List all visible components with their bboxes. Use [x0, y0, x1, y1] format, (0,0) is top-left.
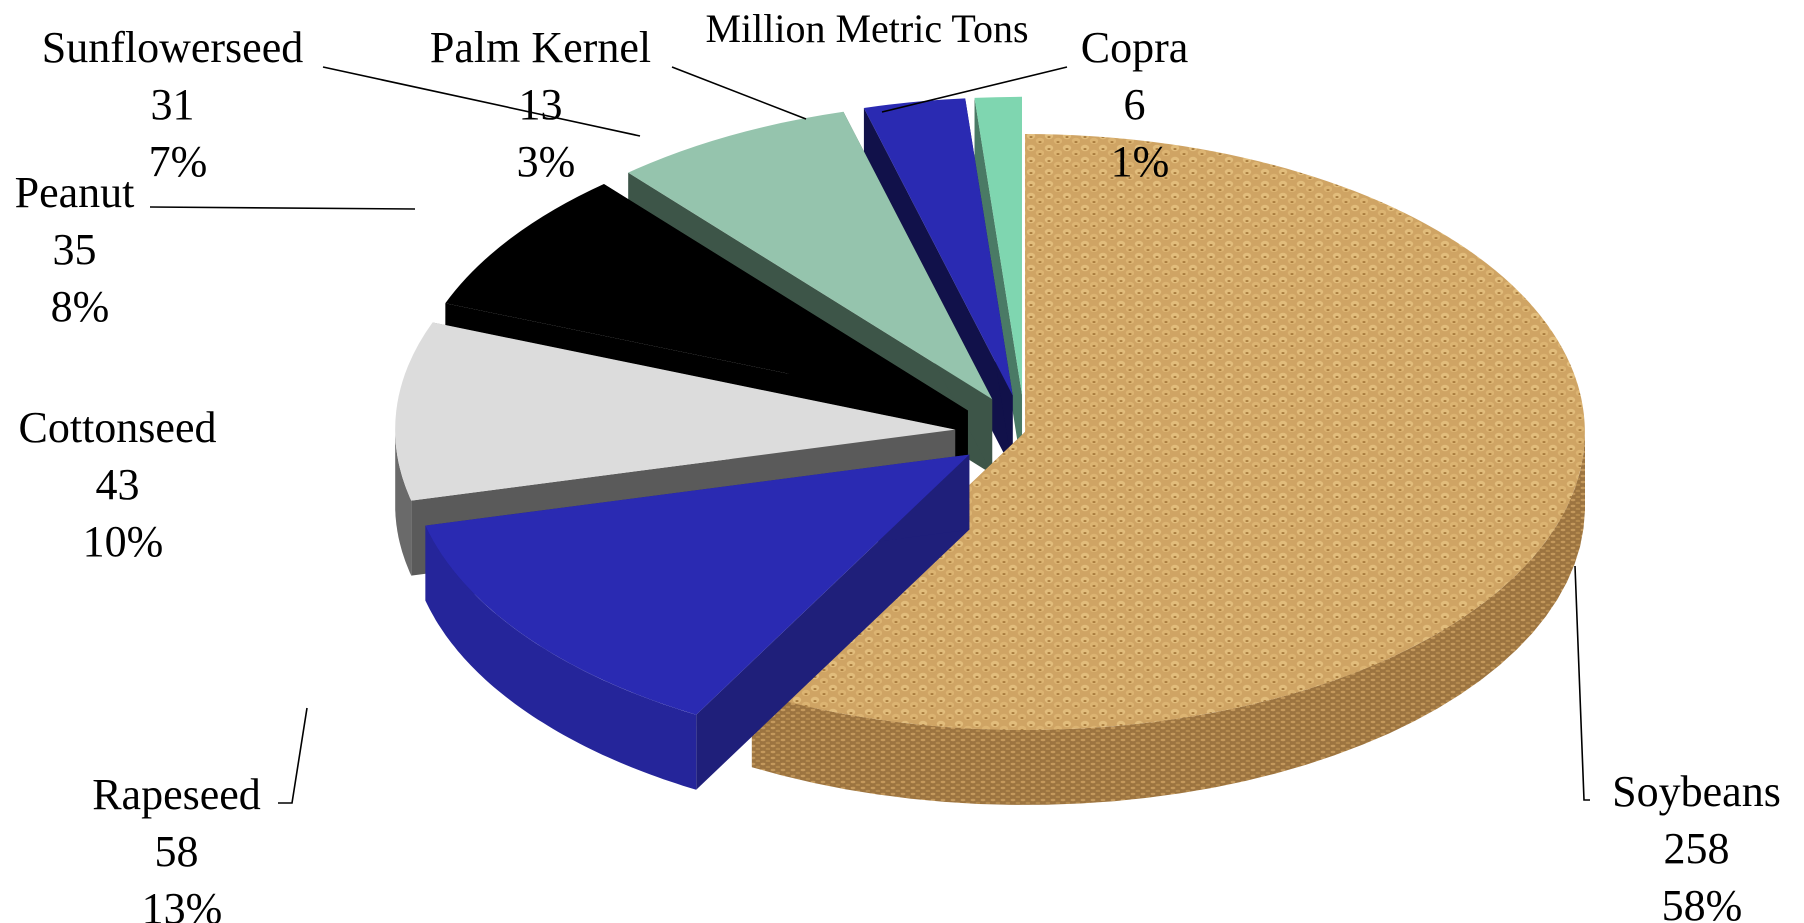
slice-top-rapeseed — [425, 454, 970, 715]
leader-line-copra — [881, 66, 1068, 113]
label-cottonseed-value: 43 — [96, 460, 140, 509]
slice-rapeseed — [425, 454, 970, 790]
chart-title: Million Metric Tons — [705, 6, 1028, 51]
leader-line-rapeseed — [278, 707, 308, 804]
slice-top-peanut — [445, 184, 968, 411]
label-rapeseed: Rapeseed 58 13% — [92, 770, 272, 923]
label-peanut-value: 35 — [53, 225, 97, 274]
label-peanut-percent: 8% — [51, 282, 110, 331]
slice-top-sunflowerseed — [628, 111, 993, 400]
label-rapeseed-value: 58 — [155, 827, 199, 876]
slice-side-soybeans-0 — [751, 435, 1585, 805]
label-rapeseed-name: Rapeseed — [92, 770, 261, 819]
label-soybeans-value: 258 — [1664, 824, 1730, 873]
slice-top-copra — [974, 96, 1023, 395]
label-cottonseed-name: Cottonseed — [19, 403, 217, 452]
slice-top-cottonseed — [395, 322, 956, 501]
label-copra-percent: 1% — [1111, 137, 1170, 186]
label-peanut-name: Peanut — [15, 168, 135, 217]
leader-line-soybeans — [1574, 565, 1590, 801]
slice-side-rapeseed-0 — [425, 525, 697, 790]
label-sunflowerseed-name: Sunflowerseed — [42, 23, 304, 72]
leader-lines — [149, 66, 1590, 804]
label-copra-name: Copra — [1081, 23, 1189, 72]
label-rapeseed-percent: 13% — [142, 884, 223, 923]
slice-wall-copra-start — [974, 97, 1023, 470]
slice-side-cottonseed-0 — [395, 431, 412, 576]
label-cottonseed: Cottonseed 43 10% — [19, 403, 228, 566]
label-palm-kernel: Palm Kernel 13 3% — [430, 23, 662, 186]
label-sunflowerseed: Sunflowerseed 31 7% — [42, 23, 315, 186]
pie-slices — [395, 96, 1585, 805]
label-palm-kernel-percent: 3% — [517, 137, 576, 186]
leader-line-palm-kernel — [671, 66, 807, 120]
label-soybeans-percent: 58% — [1662, 881, 1743, 923]
leader-line-peanut — [149, 206, 416, 210]
label-soybeans-name: Soybeans — [1612, 767, 1781, 816]
label-palm-kernel-value: 13 — [519, 80, 563, 129]
label-copra: Copra 6 1% — [1081, 23, 1200, 186]
label-cottonseed-percent: 10% — [83, 517, 164, 566]
label-soybeans: Soybeans 258 58% — [1612, 767, 1792, 923]
slice-top-palm-kernel — [863, 98, 1013, 396]
slice-copra — [974, 96, 1023, 470]
data-labels: Sunflowerseed 31 7% Palm Kernel 13 3% Co… — [15, 23, 1792, 923]
slice-top-soybeans — [751, 134, 1585, 731]
label-copra-value: 6 — [1124, 80, 1146, 129]
label-peanut: Peanut 35 8% — [15, 168, 146, 331]
label-sunflowerseed-value: 31 — [151, 80, 195, 129]
label-palm-kernel-name: Palm Kernel — [430, 23, 651, 72]
label-sunflowerseed-percent: 7% — [149, 137, 208, 186]
leader-line-sunflowerseed — [322, 66, 641, 137]
